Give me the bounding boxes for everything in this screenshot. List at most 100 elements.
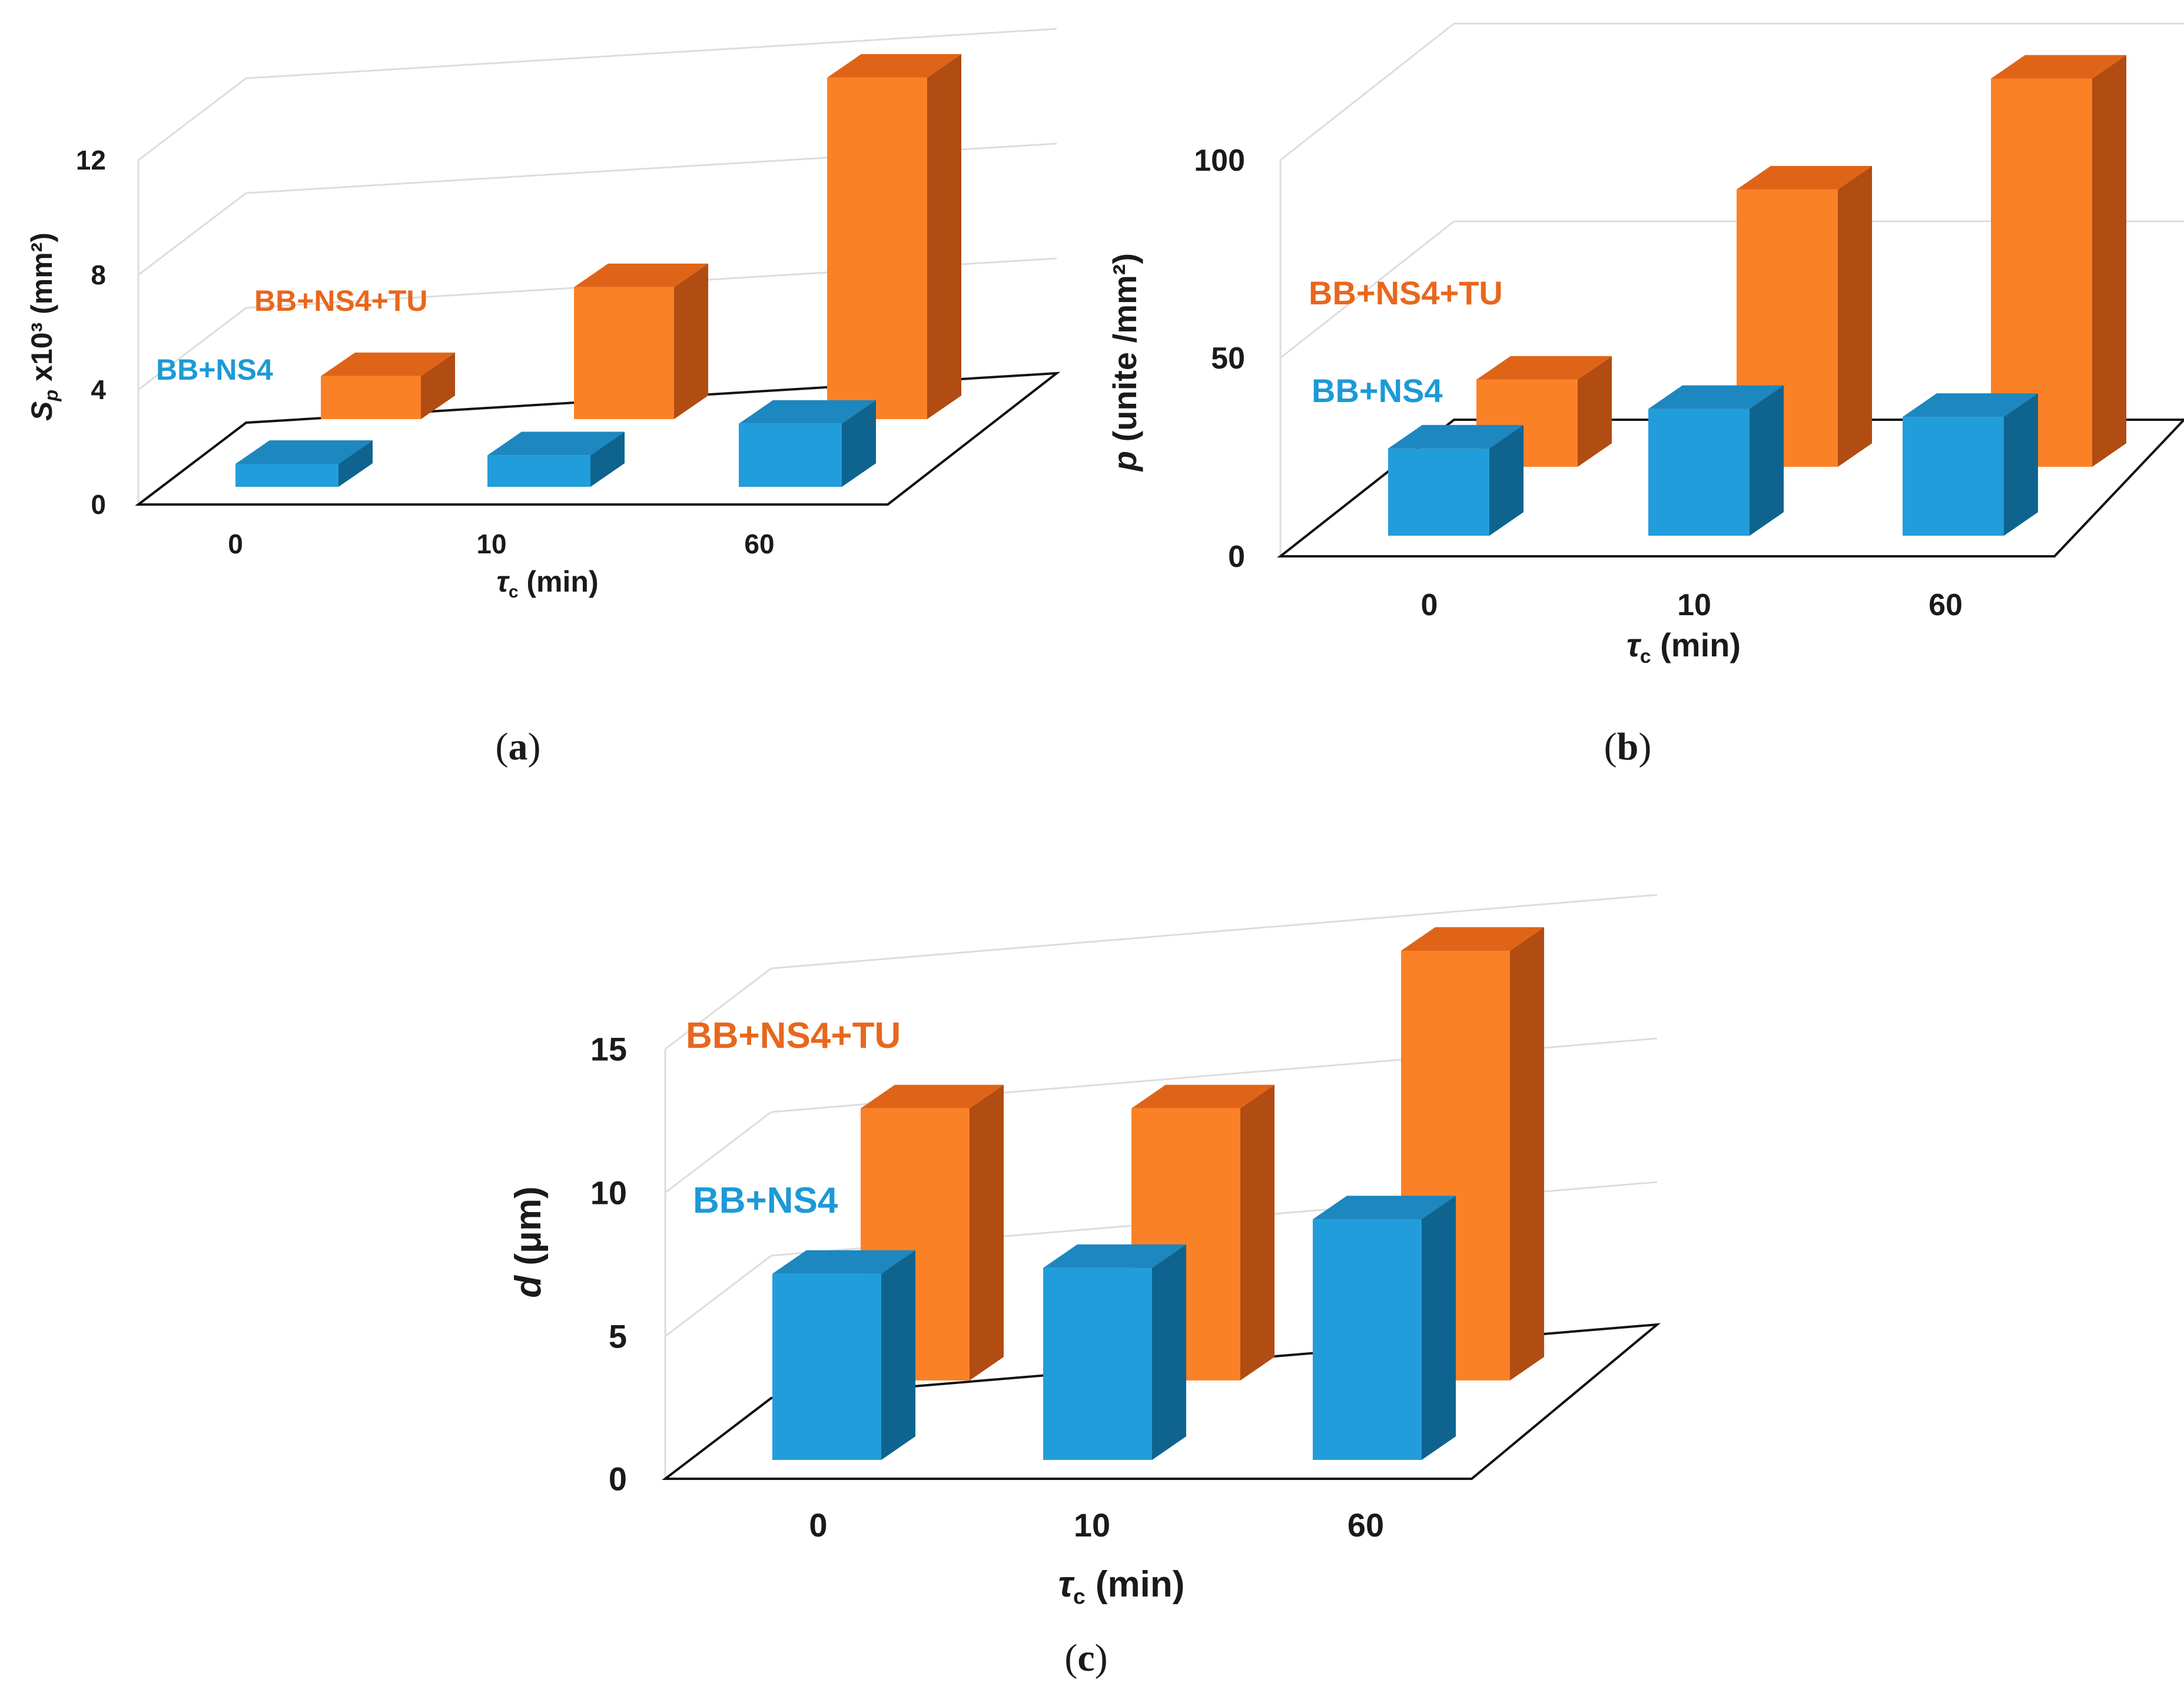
bar-orange-10 — [574, 263, 708, 419]
gridline-side — [665, 967, 772, 1050]
bar-side — [842, 400, 876, 487]
bar-front — [1313, 1219, 1422, 1460]
gridline-side — [138, 77, 247, 161]
bar-top — [574, 263, 708, 287]
y-axis-title: d (μm) — [508, 1186, 549, 1297]
bar-top — [321, 352, 455, 376]
chart-panel-b: 0 50 100 0 10 60 BB+NS4 BB+NS4+TU τc (min) p (uni… — [1106, 22, 2184, 768]
y-tick-label: 15 — [590, 1031, 627, 1068]
bar-side — [1152, 1244, 1186, 1460]
series-label-orange: BB+NS4+TU — [1309, 274, 1503, 311]
bar-blue-0 — [235, 440, 373, 487]
bar-front — [321, 376, 421, 419]
series-label-orange: BB+NS4+TU — [686, 1015, 901, 1056]
bar-top — [1991, 55, 2126, 79]
bar-top — [827, 54, 961, 78]
y-tick-label: 10 — [590, 1174, 627, 1212]
bar-side — [1578, 356, 1612, 467]
bar-side — [1240, 1084, 1274, 1380]
bar-side — [970, 1084, 1004, 1380]
gridline-side — [1280, 22, 1455, 161]
bar-top — [487, 432, 625, 456]
y-tick-label: 100 — [1194, 144, 1245, 178]
gridline-side — [138, 192, 247, 276]
bar-blue-10 — [487, 432, 625, 487]
bar-blue-60 — [1313, 1196, 1456, 1460]
x-tick-label: 0 — [1421, 588, 1438, 622]
bar-top — [1401, 927, 1544, 951]
y-axis-title: p (unite /mm²) — [1106, 253, 1143, 472]
bar-blue-60 — [739, 400, 876, 487]
bar-side — [1422, 1196, 1456, 1460]
bar-side — [1750, 385, 1784, 536]
y-tick-label: 0 — [1228, 540, 1245, 574]
series-label-blue: BB+NS4 — [156, 353, 273, 386]
bar-front — [235, 464, 338, 487]
bar-blue-10 — [1043, 1244, 1186, 1460]
floor-outline — [135, 371, 1061, 506]
bar-side — [2004, 393, 2038, 536]
y-tick-label: 0 — [609, 1461, 627, 1498]
bar-blue-0 — [772, 1250, 915, 1460]
series-label-orange: BB+NS4+TU — [254, 284, 428, 317]
y-tick-label: 0 — [91, 489, 106, 520]
x-tick-label: 10 — [1074, 1506, 1110, 1544]
bar-front — [487, 455, 590, 487]
bar-front — [1043, 1267, 1152, 1460]
bar-top — [1388, 424, 1524, 449]
bar-blue-60 — [1903, 393, 2038, 536]
x-axis-title: τc (min) — [496, 565, 598, 602]
bar-top — [739, 400, 876, 424]
y-tick-label: 12 — [76, 145, 106, 175]
y-tick-label: 8 — [91, 260, 106, 290]
panel-caption: (a) — [496, 725, 541, 768]
bar-side — [2092, 55, 2126, 467]
bar-orange-0 — [321, 352, 455, 419]
bar-side — [590, 432, 625, 487]
x-tick-label: 60 — [1347, 1506, 1384, 1544]
bar-top — [235, 440, 373, 464]
panel-caption: (c) — [1064, 1637, 1107, 1680]
gridline-side — [665, 1111, 772, 1194]
bar-side — [1838, 165, 1872, 467]
x-tick-label: 0 — [809, 1506, 827, 1544]
bar-side — [881, 1250, 915, 1460]
y-axis-title: Sp x10³ (mm²) — [25, 233, 62, 421]
bar-top — [1043, 1244, 1186, 1268]
x-tick-label: 60 — [744, 529, 774, 559]
bar-side — [674, 263, 708, 419]
bar-orange-60 — [1991, 55, 2126, 467]
gridline-side — [138, 307, 247, 391]
bar-top — [1476, 356, 1612, 380]
bar-front — [827, 77, 927, 419]
x-tick-label: 60 — [1929, 588, 1963, 622]
series-label-blue: BB+NS4 — [693, 1180, 838, 1221]
x-axis-title: τc (min) — [1627, 626, 1741, 668]
gridline-back — [771, 894, 1658, 970]
bar-side — [1489, 424, 1524, 536]
x-axis-title: τc (min) — [1058, 1564, 1185, 1608]
bar-side — [927, 54, 961, 419]
bar-front — [772, 1273, 881, 1460]
y-tick-label: 50 — [1211, 341, 1245, 376]
bar-side — [1510, 927, 1544, 1380]
x-tick-label: 10 — [1677, 588, 1711, 622]
gridline-side — [665, 1254, 772, 1337]
bar-side — [338, 440, 373, 487]
x-tick-label: 0 — [228, 529, 243, 559]
bar-front — [1648, 409, 1750, 536]
floor-outline — [662, 1323, 1661, 1480]
bar-side — [421, 352, 455, 419]
bar-blue-0 — [1388, 424, 1524, 536]
panel-caption: (b) — [1604, 725, 1652, 768]
y-tick-label: 4 — [91, 374, 106, 405]
bar-blue-10 — [1648, 385, 1784, 536]
bar-top — [1313, 1196, 1456, 1220]
bar-top — [861, 1084, 1004, 1108]
bar-front — [1903, 417, 2004, 536]
chart-panel-a: 0 4 8 12 0 10 60 BB+NS4 BB+NS4+TU τc (min) Sp x10³… — [25, 28, 1061, 768]
bar-orange-60 — [827, 54, 961, 419]
bar-orange-0 — [1476, 356, 1612, 467]
bar-front — [739, 423, 842, 487]
chart-panel-c: 0 5 10 15 0 10 60 BB+NS4 BB+NS4+TU τc (min) d (μm)… — [508, 894, 1661, 1680]
